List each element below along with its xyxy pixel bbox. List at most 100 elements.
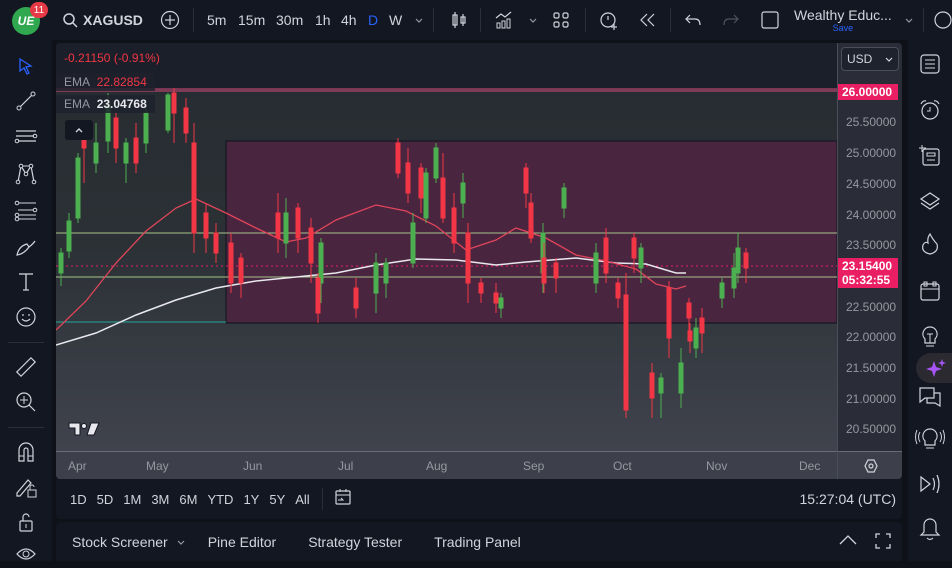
interval-d[interactable]: D xyxy=(368,12,379,28)
cursor-tool[interactable] xyxy=(12,52,40,80)
text-tool[interactable] xyxy=(12,268,40,296)
compare-symbol-button[interactable] xyxy=(160,0,180,40)
play-broadcast-icon xyxy=(920,474,940,494)
object-tree-button[interactable] xyxy=(916,142,944,170)
interval-30m[interactable]: 30m xyxy=(276,12,304,28)
watchlist-button[interactable] xyxy=(916,50,944,78)
range-5y[interactable]: 5Y xyxy=(269,491,286,507)
pencil-lock-icon xyxy=(16,479,37,498)
chart-settings-button[interactable] xyxy=(838,451,902,479)
add-list-icon xyxy=(919,145,940,166)
undo-icon xyxy=(685,14,701,26)
tab-stock-screener[interactable]: Stock Screener xyxy=(72,533,168,550)
price-plot[interactable]: -0.21150 (-0.91%) EMA 22.82854 EMA 23.04… xyxy=(56,43,838,451)
indicators-dropdown[interactable] xyxy=(528,0,538,40)
interval-4h[interactable]: 4h xyxy=(341,12,357,28)
interval-w[interactable]: W xyxy=(389,12,403,28)
chevron-up-icon xyxy=(839,535,857,545)
indicators-button[interactable] xyxy=(494,0,516,40)
range-1m[interactable]: 1M xyxy=(123,491,142,507)
data-window-button[interactable] xyxy=(916,187,944,215)
square-icon xyxy=(761,11,779,29)
layout-name-button[interactable]: Wealthy Educ... Save xyxy=(794,0,892,40)
chevron-up-icon xyxy=(75,128,83,133)
magnet-icon xyxy=(18,442,34,462)
icons-tool[interactable] xyxy=(12,303,40,331)
tradingview-logo[interactable] xyxy=(68,421,100,442)
alerts-button[interactable] xyxy=(916,96,944,124)
chart-pane[interactable]: -0.21150 (-0.91%) EMA 22.82854 EMA 23.04… xyxy=(56,43,902,479)
interval-5m[interactable]: 5m xyxy=(207,12,227,28)
level-26-tag: 26.00000 xyxy=(838,84,898,100)
zoom-tool[interactable] xyxy=(12,388,40,416)
lock-all-tool[interactable] xyxy=(12,508,40,536)
layout-name: Wealthy Educ... xyxy=(794,6,892,23)
range-3m[interactable]: 3M xyxy=(151,491,170,507)
time-axis[interactable]: Apr May Jun Jul Aug Sep Oct Nov Dec xyxy=(56,451,837,479)
maximize-icon xyxy=(875,533,891,549)
ideas-button[interactable] xyxy=(916,323,944,351)
redo-icon xyxy=(723,14,739,26)
alert-button[interactable] xyxy=(598,0,620,40)
brush-tool[interactable] xyxy=(12,233,40,261)
divider xyxy=(8,342,44,343)
layout-dropdown[interactable] xyxy=(904,0,914,40)
quick-search-button[interactable] xyxy=(933,0,952,40)
visibility-tool[interactable] xyxy=(12,540,40,568)
range-all[interactable]: All xyxy=(295,491,310,507)
interval-15m[interactable]: 15m xyxy=(238,12,266,28)
utc-clock[interactable]: 15:27:04 (UTC) xyxy=(799,491,896,507)
ai-assistant-button[interactable] xyxy=(916,353,952,383)
range-ytd[interactable]: YTD xyxy=(207,491,234,507)
tab-pine-editor[interactable]: Pine Editor xyxy=(207,533,277,550)
horizontal-lines-tool[interactable] xyxy=(12,124,40,152)
range-1y[interactable]: 1Y xyxy=(243,491,260,507)
interval-dropdown[interactable] xyxy=(414,0,424,40)
go-to-date-button[interactable] xyxy=(333,487,353,512)
measure-tool[interactable] xyxy=(12,353,40,381)
unlock-icon xyxy=(19,513,33,532)
tips-button[interactable] xyxy=(912,425,948,453)
chevron-down-icon[interactable] xyxy=(176,537,186,547)
symbol-search[interactable]: XAGUSD xyxy=(62,0,143,40)
collapse-panel-button[interactable] xyxy=(838,533,858,552)
undo-button[interactable] xyxy=(685,0,701,40)
cursor-arrow-icon xyxy=(19,57,33,75)
range-5d[interactable]: 5D xyxy=(96,491,114,507)
fullscreen-toggle[interactable] xyxy=(760,0,780,40)
collapse-legend-button[interactable] xyxy=(65,120,93,140)
tab-strategy-tester[interactable]: Strategy Tester xyxy=(308,533,403,550)
chats-button[interactable] xyxy=(916,383,944,411)
tab-trading-panel[interactable]: Trading Panel xyxy=(434,533,521,550)
divider xyxy=(8,427,44,428)
range-1d[interactable]: 1D xyxy=(70,491,87,507)
eye-icon xyxy=(16,548,36,560)
ema-legend-1[interactable]: EMA 22.82854 xyxy=(56,73,155,91)
flame-icon xyxy=(922,232,938,255)
grid-icon xyxy=(553,12,569,28)
layouts-button[interactable] xyxy=(552,0,570,40)
redo-button[interactable] xyxy=(723,0,739,40)
calendar-button[interactable] xyxy=(916,277,944,305)
lightbulb-icon xyxy=(922,326,938,347)
price-axis[interactable]: USD 26.00000 25.50000 25.00000 24.50000 … xyxy=(837,43,902,479)
chart-type-button[interactable] xyxy=(449,0,469,40)
notifications-button[interactable] xyxy=(916,515,944,543)
range-6m[interactable]: 6M xyxy=(179,491,198,507)
lightning-icon xyxy=(934,11,952,29)
ema-legend-2[interactable]: EMA 23.04768 xyxy=(56,95,155,113)
streams-button[interactable] xyxy=(916,470,944,498)
interval-1h[interactable]: 1h xyxy=(315,12,331,28)
replay-button[interactable] xyxy=(639,0,657,40)
maximize-panel-button[interactable] xyxy=(874,532,892,555)
fib-tool[interactable] xyxy=(12,197,40,225)
lock-drawings-tool[interactable] xyxy=(12,473,40,501)
currency-select[interactable]: USD xyxy=(841,47,899,71)
magnet-tool[interactable] xyxy=(12,438,40,466)
symbol-name: XAGUSD xyxy=(83,12,143,28)
trend-line-tool[interactable] xyxy=(12,87,40,115)
divider xyxy=(670,8,671,32)
pattern-tool[interactable] xyxy=(12,160,40,188)
hotlists-button[interactable] xyxy=(916,230,944,258)
divider xyxy=(923,8,924,32)
